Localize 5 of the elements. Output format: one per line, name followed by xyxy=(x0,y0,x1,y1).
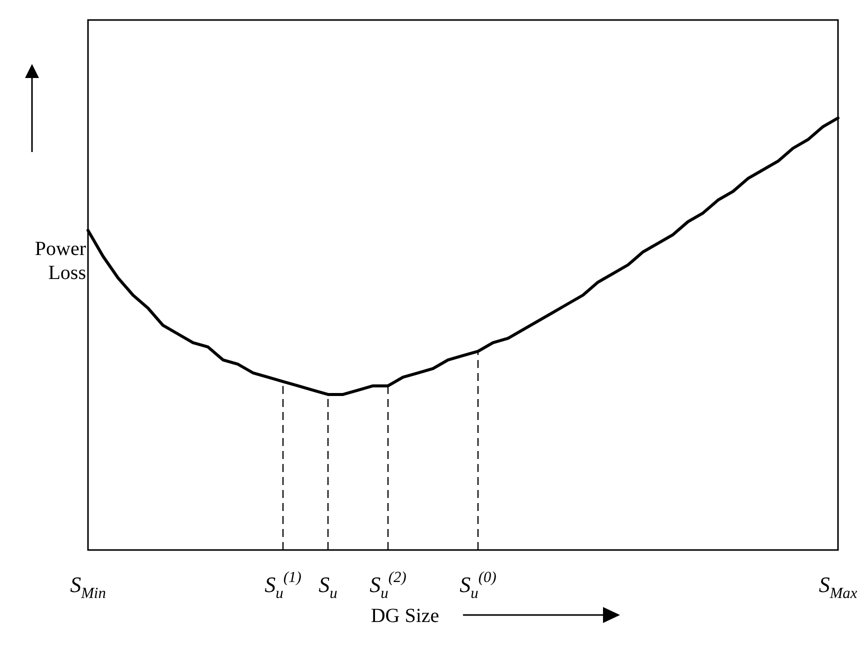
x-tick-label: S$_{Min}$ xyxy=(70,572,106,602)
x-tick-label: S$_{u}$ xyxy=(318,572,338,602)
y-axis-title: Power Loss xyxy=(34,238,86,284)
x-tick-label: S$_{Max}$ xyxy=(818,572,858,602)
x-axis-title: DG Size xyxy=(370,605,440,627)
